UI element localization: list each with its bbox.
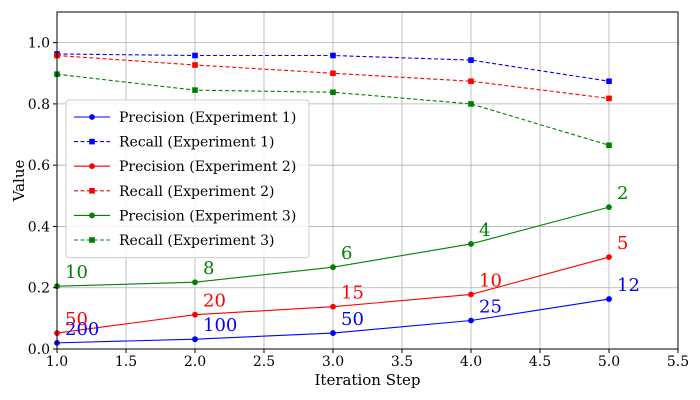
x-tick-label: 5.5 — [667, 354, 689, 370]
data-point — [468, 57, 474, 63]
data-label: 8 — [203, 258, 214, 279]
data-point — [330, 264, 336, 271]
data-labels: 200 100 50 25 12 50 20 15 10 5 10 8 6 4 2 — [65, 183, 640, 340]
data-point — [330, 303, 336, 310]
data-label: 10 — [479, 270, 502, 291]
x-tick-label: 4.0 — [460, 354, 482, 370]
legend-box — [65, 99, 310, 259]
data-point — [330, 330, 336, 336]
y-tick-label: 1.0 — [28, 36, 50, 52]
data-point — [606, 296, 612, 302]
data-label: 5 — [617, 233, 628, 254]
legend-marker — [89, 163, 95, 170]
x-tick-label: 4.5 — [529, 354, 551, 370]
series-0 — [54, 296, 612, 346]
legend-item: Recall (Experiment 3) — [74, 233, 274, 249]
data-point — [330, 52, 336, 59]
legend-item: Recall (Experiment 2) — [74, 184, 274, 200]
x-tick-label: 2.0 — [184, 354, 206, 370]
y-axis-label: Value — [10, 160, 28, 203]
y-tick-label: 0.0 — [28, 342, 50, 358]
x-tick-label: 1.0 — [46, 354, 68, 370]
data-label: 50 — [341, 309, 364, 330]
y-tick-label: 0.4 — [28, 219, 50, 235]
data-point — [192, 52, 198, 59]
data-point — [468, 317, 474, 324]
data-label: 6 — [341, 243, 352, 264]
legend-item: Precision (Experiment 3) — [74, 208, 296, 224]
data-label: 20 — [203, 291, 226, 312]
x-tick-label: 2.5 — [253, 354, 275, 370]
data-point — [192, 336, 198, 343]
legend-item: Recall (Experiment 1) — [74, 135, 274, 151]
legend-label: Recall (Experiment 3) — [119, 233, 274, 249]
data-point — [330, 70, 336, 77]
data-point — [468, 78, 474, 85]
legend-marker — [89, 138, 95, 145]
axis-ticks: 1.0 1.5 2.0 2.5 3.0 3.5 4.0 4.5 5.0 5.5 0.0 0.2 0.4 0… — [28, 36, 689, 370]
data-label: 12 — [617, 275, 640, 296]
legend-marker — [89, 114, 95, 120]
legend-marker — [89, 237, 95, 243]
y-tick-label: 0.6 — [28, 158, 50, 174]
data-label: 50 — [65, 309, 88, 330]
legend-label: Precision (Experiment 3) — [119, 208, 296, 224]
plot-frame — [56, 11, 679, 350]
legend-label: Recall (Experiment 2) — [119, 184, 274, 200]
data-point — [192, 279, 198, 286]
legend: Precision (Experiment 1) Recall (Experime… — [65, 99, 310, 259]
data-label: 200 — [65, 319, 99, 340]
data-label: 10 — [65, 262, 88, 283]
legend-marker — [89, 188, 95, 194]
x-tick-label: 1.5 — [115, 354, 137, 370]
data-label: 100 — [203, 315, 237, 336]
data-point — [192, 87, 198, 93]
data-point — [606, 204, 612, 211]
data-point — [606, 95, 612, 102]
legend-label: Precision (Experiment 2) — [119, 159, 296, 175]
data-point — [606, 142, 612, 149]
legend-label: Precision (Experiment 1) — [119, 110, 296, 126]
x-tick-label: 5.0 — [598, 354, 620, 370]
data-label: 25 — [479, 297, 502, 318]
series-4 — [54, 204, 612, 290]
data-point — [468, 101, 474, 107]
data-point — [468, 291, 474, 298]
data-label: 2 — [617, 183, 628, 204]
data-label: 4 — [479, 220, 490, 241]
x-tick-label: 3.0 — [322, 354, 344, 370]
legend-label: Recall (Experiment 1) — [119, 135, 274, 151]
legend-item: Precision (Experiment 1) — [74, 110, 296, 126]
data-label: 15 — [341, 283, 364, 304]
y-tick-label: 0.8 — [28, 97, 50, 113]
x-axis-label: Iteration Step — [314, 371, 420, 389]
data-point — [468, 241, 474, 247]
data-point — [192, 311, 198, 318]
data-point — [192, 62, 198, 68]
data-point — [606, 78, 612, 85]
y-tick-label: 0.2 — [28, 281, 50, 297]
legend-item: Precision (Experiment 2) — [74, 159, 296, 175]
x-tick-label: 3.5 — [391, 354, 413, 370]
legend-marker — [89, 212, 95, 219]
data-point — [606, 254, 612, 260]
data-point — [330, 89, 336, 96]
